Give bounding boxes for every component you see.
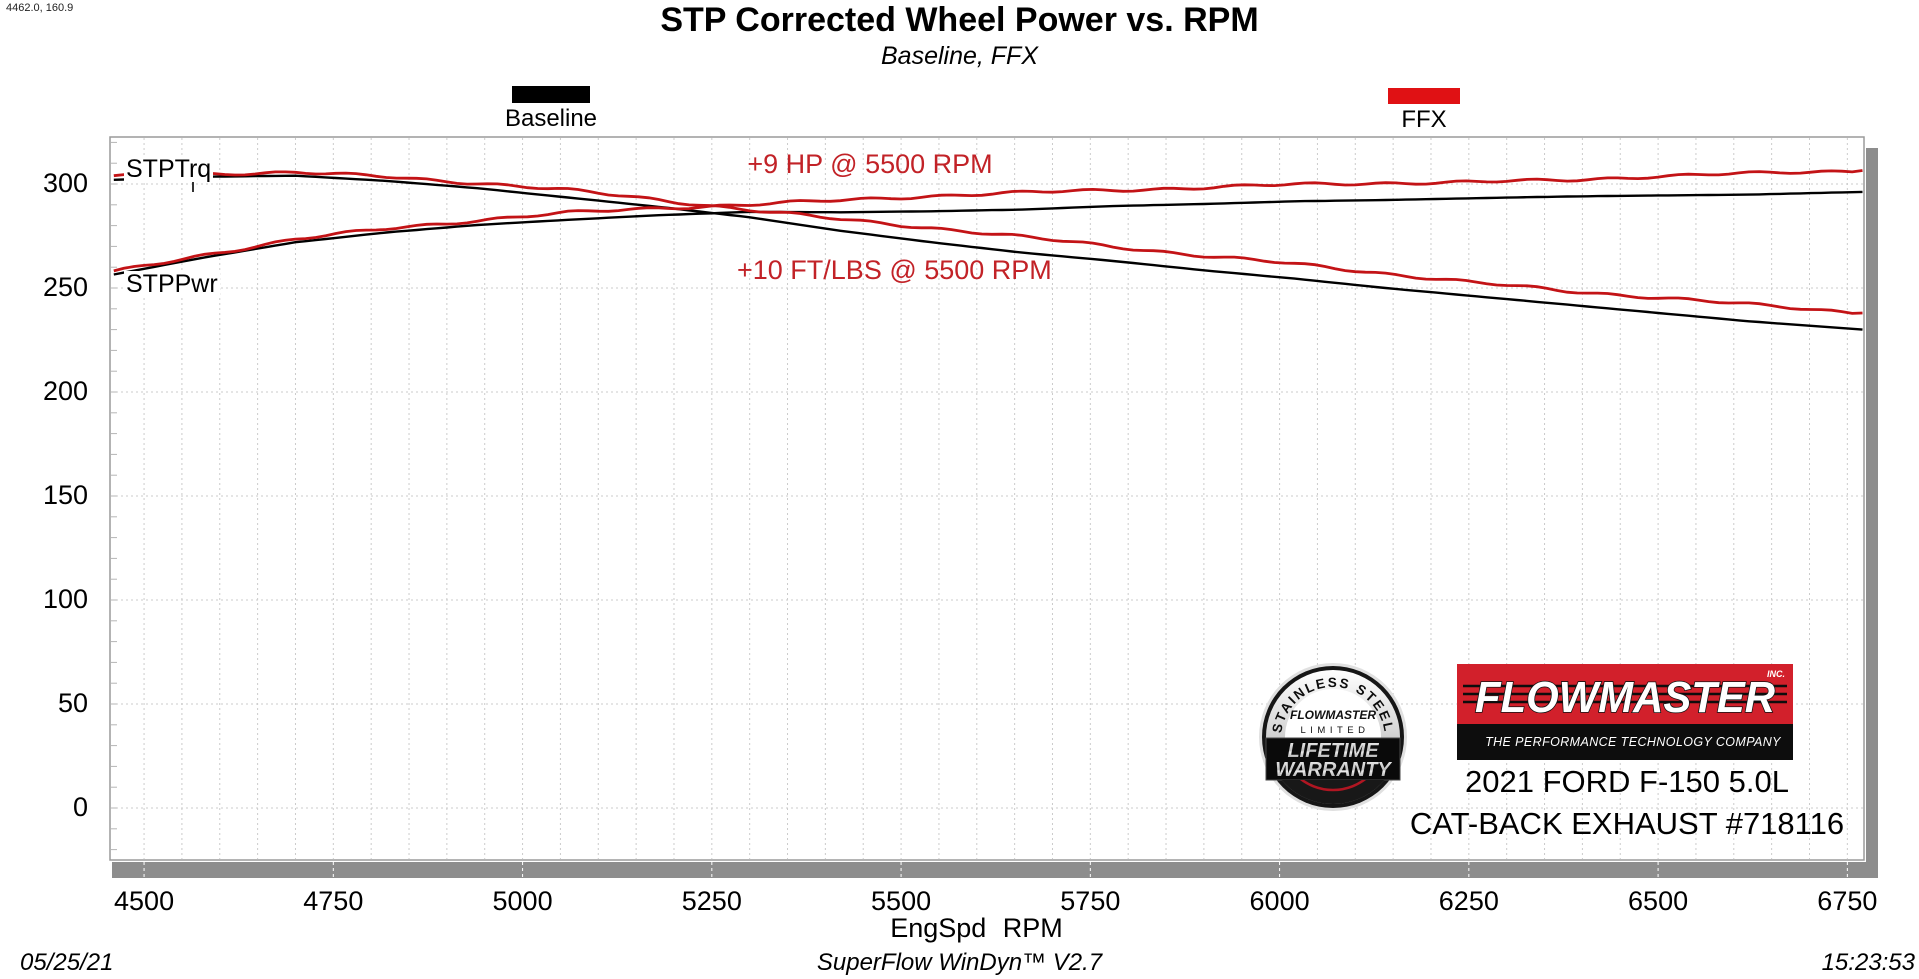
x-tick-label: 6750: [1817, 886, 1878, 916]
y-tick-label: 0: [72, 792, 88, 822]
series-ffx-stppwr: [113, 169, 1863, 273]
annotation-hp-gain: +9 HP @ 5500 RPM: [747, 149, 993, 179]
logo-inc-text: INC.: [1767, 669, 1785, 679]
x-tick-label: 4750: [303, 886, 364, 916]
curve-label-stptrq: STPTrq: [124, 155, 214, 183]
footer-date: 05/25/21: [20, 949, 114, 976]
badge-brand-text: FLOWMASTER: [1290, 708, 1376, 722]
series-ffx-stptrq: [113, 170, 1863, 315]
cursor-position-readout: 4462.0, 160.9: [6, 2, 74, 14]
x-tick-label: 5750: [1060, 886, 1121, 916]
x-tick-label: 6000: [1249, 886, 1310, 916]
curve-label-stppwr: STPPwr: [124, 270, 220, 298]
y-tick-label: 250: [42, 272, 88, 302]
series-baseline-stppwr: [113, 190, 1863, 276]
badge-warranty-text: WARRANTY: [1275, 759, 1392, 781]
legend-label-baseline[interactable]: Baseline: [504, 105, 598, 132]
scrollbar-tick-marks: [143, 862, 1848, 878]
chart-title: STP Corrected Wheel Power vs. RPM: [660, 1, 1259, 39]
y-tick-label: 150: [42, 480, 88, 510]
badge-lifetime-text: LIFETIME: [1287, 740, 1379, 762]
logo-pinstripes: [1463, 684, 1787, 704]
horizontal-scrollbar[interactable]: [112, 862, 1878, 878]
x-tick-label: 5250: [681, 886, 742, 916]
y-minor-ticks: [111, 141, 117, 851]
x-tick-label: 5000: [492, 886, 553, 916]
x-tick-label: 4500: [114, 886, 175, 916]
logo-tagline-text: THE PERFORMANCE TECHNOLOGY COMPANY: [1485, 735, 1782, 749]
flowmaster-logo: FLOWMASTER INC. THE PERFORMANCE TECHNOLO…: [1457, 664, 1793, 760]
footer-app-version: SuperFlow WinDyn™ V2.7: [816, 949, 1103, 976]
y-tick-label: 300: [42, 168, 88, 198]
x-tick-label: 6250: [1438, 886, 1499, 916]
annotation-torque-gain: +10 FT/LBS @ 5500 RPM: [737, 255, 1052, 285]
y-tick-label: 50: [57, 688, 88, 718]
vehicle-line2: CAT-BACK EXHAUST #718116: [1409, 806, 1845, 841]
series-baseline-stptrq: [113, 174, 1863, 331]
y-tick-label: 200: [42, 376, 88, 406]
y-tick-label: 100: [42, 584, 88, 614]
legend-swatch-baseline[interactable]: [512, 86, 590, 103]
x-axis-label: EngSpd RPM: [890, 913, 1063, 943]
legend-swatch-ffx[interactable]: [1388, 88, 1460, 104]
badge-limited-text: LIMITED: [1301, 725, 1370, 736]
warranty-badge: STAINLESS STEEL FLOWMASTER LIMITED LIFET…: [1259, 663, 1407, 811]
x-tick-label: 5500: [871, 886, 932, 916]
logo-brand-text: FLOWMASTER: [1475, 673, 1775, 722]
footer-time: 15:23:53: [1821, 949, 1915, 976]
chart-subtitle: Baseline, FFX: [880, 42, 1038, 70]
x-tick-label: 6500: [1628, 886, 1689, 916]
legend-label-ffx[interactable]: FFX: [1401, 106, 1447, 133]
vertical-scrollbar[interactable]: [1866, 148, 1878, 878]
vehicle-line1: 2021 FORD F-150 5.0L: [1465, 764, 1789, 799]
